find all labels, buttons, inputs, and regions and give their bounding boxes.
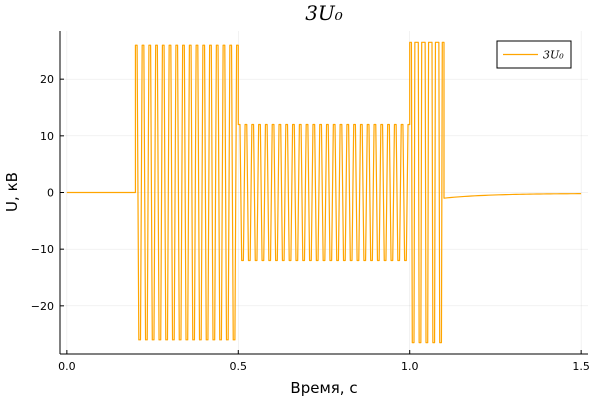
legend-label: 3U₀	[543, 49, 564, 62]
x-axis-label: Время, с	[290, 379, 357, 397]
x-tick-label: 1.0	[401, 360, 419, 373]
y-tick-label: 20	[40, 73, 54, 86]
x-tick-label: 0.5	[230, 360, 248, 373]
y-tick-label: −10	[31, 243, 54, 256]
y-axis-label: U, кВ	[3, 172, 21, 212]
x-tick-label: 0.0	[58, 360, 76, 373]
legend: 3U₀	[496, 40, 572, 69]
y-tick-label: −20	[31, 300, 54, 313]
series-layer	[66, 41, 582, 344]
y-tick-label: 0	[47, 187, 54, 200]
series-line	[66, 41, 582, 344]
x-tick-label: 1.5	[572, 360, 590, 373]
y-tick-label: 10	[40, 130, 54, 143]
chart-title: 3U₀	[305, 1, 343, 25]
axes: 0.0 0.5 1.0 1.5 −20 −10 0 10 20	[31, 31, 590, 373]
